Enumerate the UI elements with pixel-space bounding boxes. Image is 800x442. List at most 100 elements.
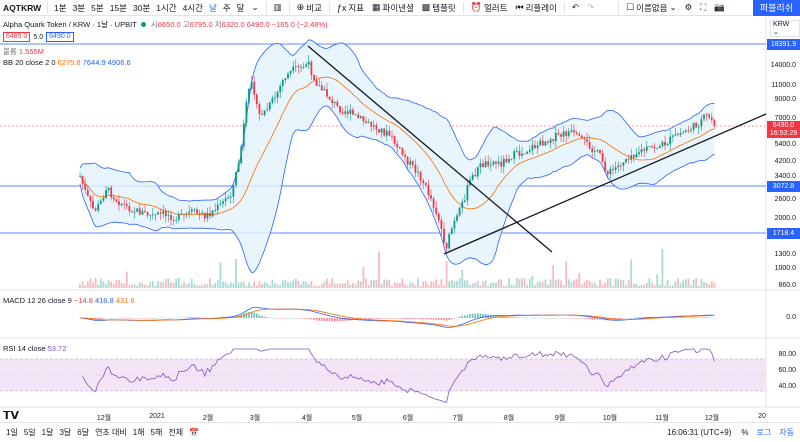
candle-body[interactable] [346,111,349,114]
candle-body[interactable] [79,175,81,177]
candle-body[interactable] [81,175,84,184]
candle-body[interactable] [419,171,422,181]
candle-body[interactable] [450,228,453,235]
candle-body[interactable] [495,161,497,164]
candle-body[interactable] [302,66,305,68]
candle-body[interactable] [422,180,425,184]
candle-body[interactable] [515,151,518,152]
candle-body[interactable] [609,168,612,175]
rsi-legend[interactable]: RSI 14 close 53.72 [3,344,66,354]
interval-15m[interactable]: 15분 [109,2,127,13]
candle-body[interactable] [107,187,110,191]
candle-body[interactable] [310,61,313,76]
candle-body[interactable] [554,132,557,142]
candle-body[interactable] [513,151,516,159]
volume-legend[interactable]: 볼륨 1.555M [3,47,44,57]
candle-body[interactable] [484,161,487,168]
candle-body[interactable] [341,112,344,114]
candle-body[interactable] [552,139,555,142]
candle-body[interactable] [697,126,700,128]
compare-button[interactable]: ⊕ 비교 [293,0,326,16]
undo-button[interactable]: ↶ [568,0,583,16]
candle-body[interactable] [86,189,89,196]
trendline-down[interactable] [307,45,553,253]
candle-body[interactable] [531,145,534,151]
candle-body[interactable] [123,203,126,205]
candle-body[interactable] [177,214,180,220]
bollinger-lower-line[interactable] [79,105,715,273]
candle-body[interactable] [196,209,198,214]
candle-body[interactable] [138,208,141,215]
log-scale-button[interactable]: 로그 [756,428,772,437]
chart-area[interactable]: Alpha Quark Token / KRW · 1날 · UPBIT 시66… [0,16,800,422]
candle-body[interactable] [333,101,336,104]
candle-body[interactable] [250,81,253,89]
layout-button[interactable]: ☐ 이름없음 ⌄ [622,0,680,16]
fullscreen-button[interactable]: ⛶ [696,0,710,16]
candle-body[interactable] [625,159,627,163]
candle-body[interactable] [653,146,656,149]
candle-body[interactable] [596,150,599,152]
candle-body[interactable] [404,154,406,157]
candle-body[interactable] [671,135,674,137]
candle-body[interactable] [292,66,295,71]
candle-body[interactable] [500,161,503,167]
candle-body[interactable] [245,101,248,124]
candle-body[interactable] [695,122,698,128]
candle-body[interactable] [248,88,250,102]
replay-button[interactable]: ⏮ 리플레이 [511,0,560,16]
candle-body[interactable] [242,123,245,147]
tradingview-logo[interactable]: 𝗧𝗩 [3,410,20,422]
candle-body[interactable] [349,109,352,114]
settings-button[interactable]: ⚙ [681,0,697,16]
candle-body[interactable] [463,200,466,202]
candle-body[interactable] [604,161,607,172]
indicators-button[interactable]: ƒx 지표 [333,0,368,16]
currency-dropdown[interactable]: KRW ⌄ [770,20,800,37]
candle-body[interactable] [336,101,339,107]
redo-button[interactable]: ↷ [583,0,598,16]
candle-body[interactable] [375,125,378,130]
candle-body[interactable] [575,132,578,134]
candle-body[interactable] [125,204,128,206]
candle-body[interactable] [97,203,100,211]
candle-body[interactable] [541,140,544,146]
candle-body[interactable] [632,155,635,158]
candle-body[interactable] [658,145,661,148]
candle-body[interactable] [128,205,131,212]
candle-body[interactable] [175,219,178,221]
candle-body[interactable] [167,215,170,217]
candle-body[interactable] [313,75,315,80]
candle-body[interactable] [201,212,204,214]
candle-body[interactable] [157,212,159,215]
candle-body[interactable] [180,213,183,215]
candle-body[interactable] [526,151,529,155]
candle-body[interactable] [656,147,659,149]
candle-body[interactable] [198,213,201,215]
candle-body[interactable] [144,211,146,213]
candle-body[interactable] [474,174,477,177]
candle-body[interactable] [539,140,542,146]
candle-body[interactable] [110,187,113,198]
candle-body[interactable] [274,97,276,99]
financials-button[interactable]: ▦ 파이낸셜 [368,0,418,16]
candle-body[interactable] [237,163,240,172]
range-5d[interactable]: 5일 [23,428,36,437]
candle-body[interactable] [414,164,417,173]
candle-body[interactable] [232,185,235,197]
candle-body[interactable] [339,106,341,113]
range-3m[interactable]: 3달 [59,428,72,437]
candle-body[interactable] [99,200,102,204]
candle-body[interactable] [661,141,664,146]
chart-type-button[interactable]: ▥ [270,0,286,16]
candle-body[interactable] [263,110,266,115]
candle-body[interactable] [289,70,292,74]
candle-body[interactable] [211,210,214,217]
candle-body[interactable] [580,135,583,138]
interval-3m[interactable]: 3분 [72,2,86,13]
candle-body[interactable] [318,85,321,87]
candle-body[interactable] [630,155,633,160]
candle-body[interactable] [89,195,92,201]
candle-body[interactable] [229,196,232,198]
candle-body[interactable] [149,214,152,216]
